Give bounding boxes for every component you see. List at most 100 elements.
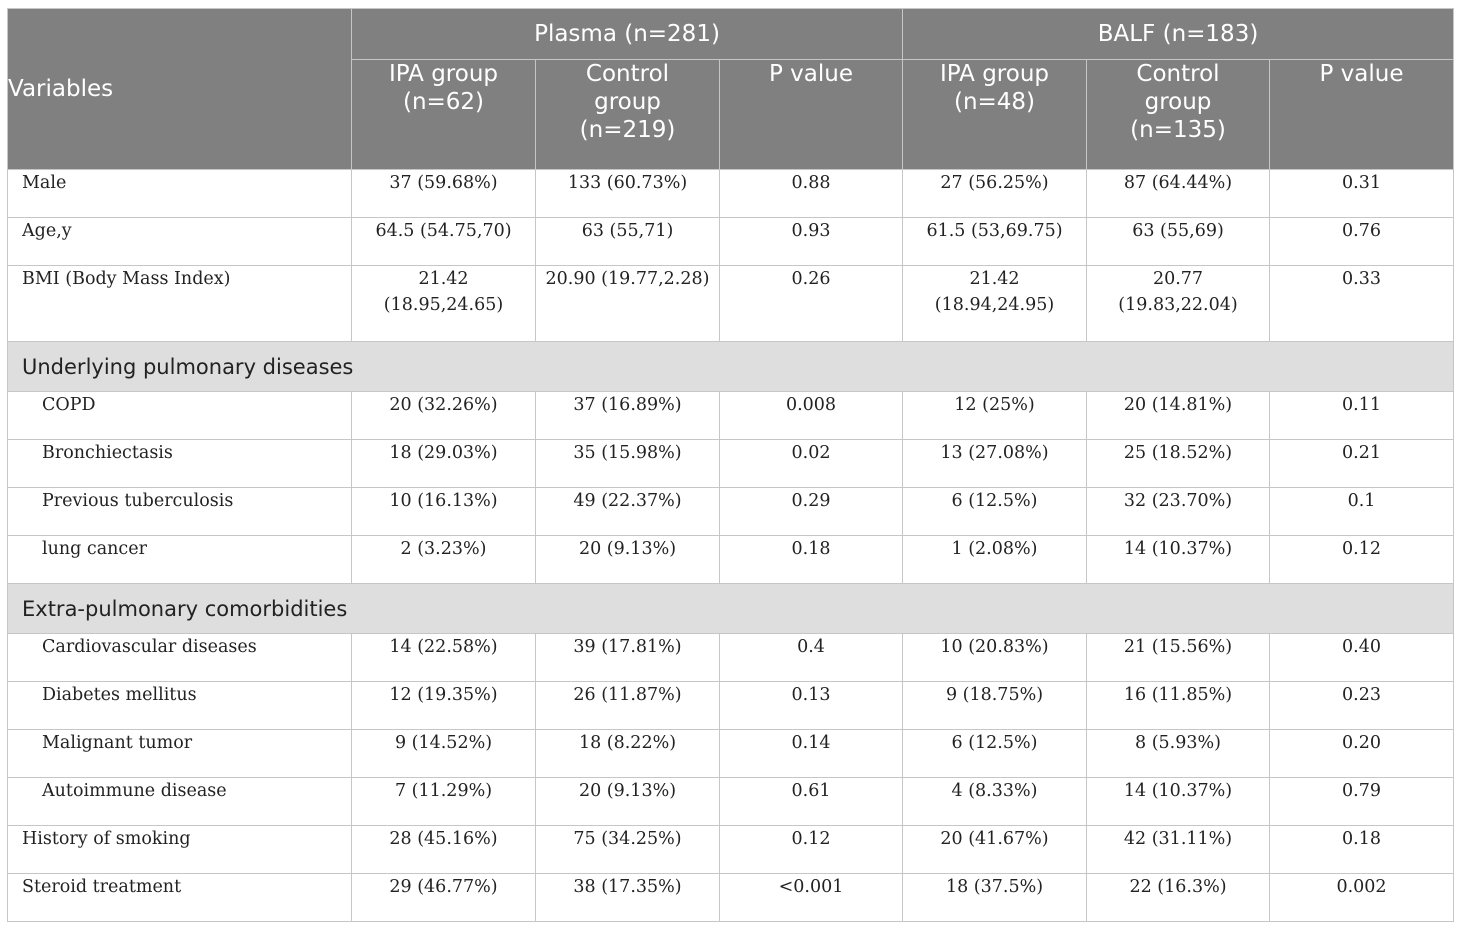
cell-line: 18 (29.03%) bbox=[389, 443, 498, 463]
header-balf-control: Control group (n=135) bbox=[1086, 59, 1270, 170]
cell-line: 12 (25%) bbox=[954, 395, 1035, 415]
table-cell: 0.13 bbox=[719, 681, 903, 730]
header-line: (n=62) bbox=[402, 89, 485, 115]
cell-line: 9 (18.75%) bbox=[945, 685, 1044, 705]
table-cell: 21.42 (18.95,24.65) bbox=[351, 265, 536, 342]
cell-line: 0.31 bbox=[1342, 173, 1381, 193]
header-row-sub: IPA group (n=62) Control group (n=219) P va… bbox=[8, 59, 1455, 170]
table-row: History of smoking 28 (45.16%) 75 (34.25%)… bbox=[7, 825, 1455, 874]
section-label: Underlying pulmonary diseases bbox=[6, 341, 1455, 392]
table-cell: 0.002 bbox=[1268, 873, 1455, 922]
table-cell: 20 (14.81%) bbox=[1086, 391, 1270, 440]
header-line: (n=135) bbox=[1130, 117, 1226, 143]
table-cell: 12 (19.35%) bbox=[351, 681, 536, 730]
table-row: Malignant tumor 9 (14.52%) 18 (8.22%) 0.14 6… bbox=[7, 729, 1455, 778]
cell-line: 8 (5.93%) bbox=[1135, 733, 1221, 753]
table-cell: 12 (25%) bbox=[902, 391, 1087, 440]
cell-line: 0.76 bbox=[1342, 221, 1381, 241]
table-cell: 13 (27.08%) bbox=[902, 439, 1087, 488]
cell-line: (18.94,24.95) bbox=[934, 295, 1055, 315]
header-plasma: Plasma (n=281) bbox=[351, 8, 903, 60]
cell-line: 10 (16.13%) bbox=[389, 491, 498, 511]
header-balf-p-value: P value bbox=[1268, 59, 1455, 170]
table-cell: 7 (11.29%) bbox=[351, 777, 536, 826]
table-cell: 6 (12.5%) bbox=[902, 487, 1087, 536]
cell-line: 75 (34.25%) bbox=[573, 829, 682, 849]
cell-line: 37 (16.89%) bbox=[573, 395, 682, 415]
cell-line: 7 (11.29%) bbox=[394, 781, 493, 801]
cell-line: 0.02 bbox=[791, 443, 831, 463]
table-cell: 29 (46.77%) bbox=[351, 873, 536, 922]
cell-line: 0.29 bbox=[791, 491, 831, 511]
cell-line: 0.14 bbox=[791, 733, 831, 753]
row-label: Age,y bbox=[7, 217, 352, 266]
table-cell: 39 (17.81%) bbox=[535, 633, 720, 682]
table-cell: 49 (22.37%) bbox=[535, 487, 720, 536]
header-line: Control bbox=[1136, 61, 1220, 87]
table-cell: 2 (3.23%) bbox=[351, 535, 536, 584]
section-header-row: Extra-pulmonary comorbidities bbox=[6, 583, 1455, 634]
cell-line: 64.5 (54.75,70) bbox=[375, 221, 512, 241]
cell-line: 0.12 bbox=[1342, 539, 1381, 559]
table-row: Male 37 (59.68%) 133 (60.73%) 0.88 27 (56.25… bbox=[7, 169, 1455, 218]
table-cell: 37 (16.89%) bbox=[535, 391, 720, 440]
cell-line: 28 (45.16%) bbox=[389, 829, 498, 849]
table-cell: 64.5 (54.75,70) bbox=[351, 217, 536, 266]
table-row: Bronchiectasis 18 (29.03%) 35 (15.98%) 0.02… bbox=[7, 439, 1455, 488]
table-cell: 0.02 bbox=[719, 439, 903, 488]
cell-line: 49 (22.37%) bbox=[573, 491, 682, 511]
cell-line: 16 (11.85%) bbox=[1123, 685, 1233, 705]
table-cell: 0.1 bbox=[1268, 487, 1455, 536]
table-cell: 9 (14.52%) bbox=[351, 729, 536, 778]
table-cell: 63 (55,71) bbox=[535, 217, 720, 266]
cell-line: 37 (59.68%) bbox=[389, 173, 498, 193]
cell-line: 87 (64.44%) bbox=[1123, 173, 1233, 193]
header-balf: BALF (n=183) bbox=[901, 8, 1455, 60]
table-cell: 0.61 bbox=[719, 777, 903, 826]
cell-line: <0.001 bbox=[778, 877, 844, 897]
table-cell: 14 (10.37%) bbox=[1086, 535, 1270, 584]
cell-line: 42 (31.11%) bbox=[1123, 829, 1233, 849]
row-label: lung cancer bbox=[7, 535, 352, 584]
table-cell: 87 (64.44%) bbox=[1086, 169, 1270, 218]
table-cell: 20.77 (19.83,22.04) bbox=[1086, 265, 1270, 342]
table-cell: 1 (2.08%) bbox=[902, 535, 1087, 584]
row-label: COPD bbox=[7, 391, 352, 440]
cell-line: 32 (23.70%) bbox=[1123, 491, 1233, 511]
cell-line: 22 (16.3%) bbox=[1129, 877, 1227, 897]
cell-line: 20 (14.81%) bbox=[1123, 395, 1233, 415]
cell-line: 21.42 bbox=[969, 269, 1020, 289]
cell-line: 61.5 (53,69.75) bbox=[926, 221, 1063, 241]
table-cell: 0.12 bbox=[719, 825, 903, 874]
cell-line: 20.90 (19.77,2.28) bbox=[545, 269, 710, 289]
cell-line: 12 (19.35%) bbox=[389, 685, 498, 705]
cell-line: 14 (10.37%) bbox=[1123, 539, 1233, 559]
table-cell: 0.76 bbox=[1268, 217, 1455, 266]
header-row-top: Variables Plasma (n=281) BALF (n=183) bbox=[7, 8, 1455, 170]
cell-line: (19.83,22.04) bbox=[1118, 295, 1238, 315]
cell-line: 0.23 bbox=[1342, 685, 1381, 705]
table-row: Diabetes mellitus 12 (19.35%) 26 (11.87%) 0… bbox=[7, 681, 1455, 730]
table-cell: 0.18 bbox=[719, 535, 903, 584]
table-cell: 37 (59.68%) bbox=[351, 169, 536, 218]
table-row: BMI (Body Mass Index) 21.42 (18.95,24.65) 2… bbox=[7, 265, 1455, 342]
table-cell: 21 (15.56%) bbox=[1086, 633, 1270, 682]
cell-line: 0.18 bbox=[1342, 829, 1381, 849]
cell-line: 29 (46.77%) bbox=[389, 877, 498, 897]
row-label: Autoimmune disease bbox=[7, 777, 352, 826]
cell-line: 0.26 bbox=[791, 269, 831, 289]
cell-line: 14 (22.58%) bbox=[389, 637, 498, 657]
header-plasma-ipa: IPA group (n=62) bbox=[351, 59, 536, 170]
cell-line: 20 (41.67%) bbox=[940, 829, 1049, 849]
table-body: Male 37 (59.68%) 133 (60.73%) 0.88 27 (56.25… bbox=[6, 169, 1455, 922]
header-line: IPA group bbox=[388, 61, 499, 87]
cell-line: 18 (37.5%) bbox=[945, 877, 1044, 897]
table-cell: 20 (9.13%) bbox=[535, 777, 720, 826]
table-row: Cardiovascular diseases 14 (22.58%) 39 (17… bbox=[7, 633, 1455, 682]
table-cell: 0.20 bbox=[1268, 729, 1455, 778]
cell-line: 63 (55,71) bbox=[581, 221, 674, 241]
cell-line: 13 (27.08%) bbox=[940, 443, 1049, 463]
cell-line: 20.77 bbox=[1152, 269, 1204, 289]
cell-line: 9 (14.52%) bbox=[394, 733, 493, 753]
table-cell: 75 (34.25%) bbox=[535, 825, 720, 874]
